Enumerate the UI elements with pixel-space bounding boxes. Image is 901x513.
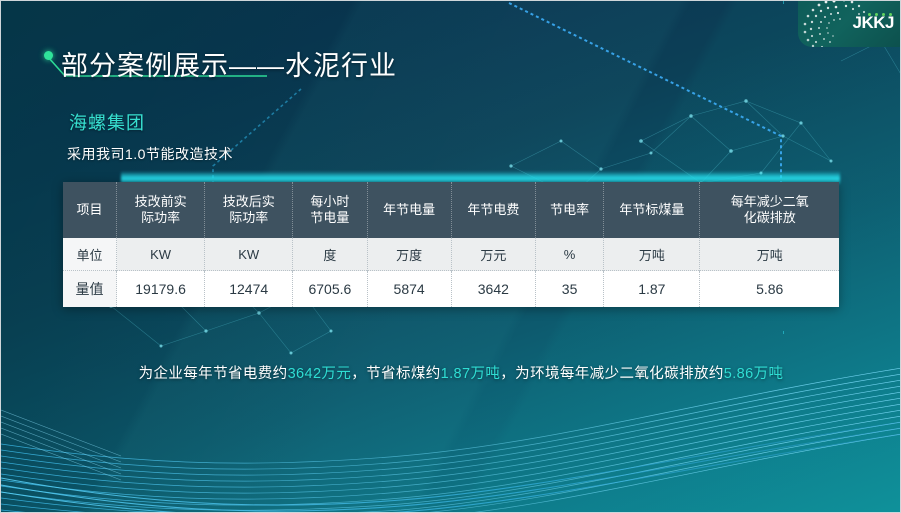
table-row: 单位 KW KW 度 万度 万元 % 万吨 万吨 bbox=[63, 238, 839, 271]
table-header-cell: 项目 bbox=[63, 182, 118, 238]
header-line: 际功率 bbox=[229, 210, 269, 225]
summary-statement: 为企业每年节省电费约3642万元，节省标煤约1.87万吨，为环境每年减少二氧化碳… bbox=[71, 362, 851, 383]
table-header-cell: 年节标煤量 bbox=[603, 182, 701, 238]
logo-accent-dots bbox=[868, 13, 892, 16]
row-label: 量值 bbox=[63, 270, 118, 307]
summary-text-part-3: ，为环境每年减少二氧化碳排放约 bbox=[500, 366, 724, 382]
table-header-row: 项目 技改前实 际功率 技改后实 际功率 每小时 节电量 bbox=[63, 182, 839, 238]
table-header-row-group: 项目 技改前实 际功率 技改后实 际功率 每小时 节电量 bbox=[63, 182, 839, 238]
company-name: 海螺集团 bbox=[69, 113, 145, 133]
header-line: 际功率 bbox=[141, 210, 181, 225]
table-cell: KW bbox=[204, 238, 294, 271]
header-line: 年节电量 bbox=[383, 201, 436, 217]
header-line: 项目 bbox=[76, 201, 103, 217]
table-body: 单位 KW KW 度 万度 万元 % 万吨 万吨 量值 19179.6 1247… bbox=[63, 238, 839, 307]
header-line: 年节标煤量 bbox=[619, 201, 685, 217]
summary-value-electricity-cost: 3642万元 bbox=[287, 366, 352, 382]
header-line: 技改后实 bbox=[222, 193, 275, 209]
table-cell: 1.87 bbox=[603, 270, 701, 307]
table-cell: 3642 bbox=[451, 270, 536, 307]
table-cell: 万吨 bbox=[699, 238, 839, 271]
summary-text-part-1: 为企业每年节省电费约 bbox=[138, 366, 288, 382]
page-title: 部分案例展示——水泥行业 bbox=[61, 51, 397, 81]
row-label: 单位 bbox=[63, 238, 118, 271]
header-line: 节电率 bbox=[550, 201, 590, 217]
vertical-dotted-guide-right-lower bbox=[783, 331, 784, 512]
logo-wordmark: JKKJ bbox=[852, 13, 895, 32]
table-header-cell: 节电率 bbox=[535, 182, 605, 238]
header-line: 技改前实 bbox=[134, 193, 187, 209]
summary-text-part-2: ，节省标煤约 bbox=[351, 366, 441, 382]
brand-logo: JKKJ bbox=[798, 1, 900, 47]
title-underline-decoration bbox=[47, 56, 267, 77]
table-cell: 万元 bbox=[451, 238, 536, 271]
table-header-cell: 年节电费 bbox=[451, 182, 536, 238]
title-bullet-dot bbox=[44, 51, 53, 60]
results-table: 项目 技改前实 际功率 技改后实 际功率 每小时 节电量 bbox=[63, 182, 839, 307]
header-line: 每小时 bbox=[310, 193, 350, 209]
table-cell: 12474 bbox=[204, 270, 294, 307]
header-line: 年节电费 bbox=[467, 201, 520, 217]
table-header-cell: 每小时 节电量 bbox=[292, 182, 368, 238]
table-header-cell: 技改后实 际功率 bbox=[204, 182, 294, 238]
table-row: 量值 19179.6 12474 6705.6 5874 3642 35 1.8… bbox=[63, 270, 839, 307]
table-cell: 5874 bbox=[367, 270, 452, 307]
table-cell: 35 bbox=[535, 270, 605, 307]
table-header-cell: 技改前实 际功率 bbox=[116, 182, 206, 238]
table-cell: 5.86 bbox=[699, 270, 839, 307]
table-header-cell: 年节电量 bbox=[367, 182, 452, 238]
table-cell: 度 bbox=[292, 238, 368, 271]
header-line: 每年减少二氧 bbox=[730, 193, 809, 209]
header-line: 节电量 bbox=[310, 210, 350, 225]
table-header-cell: 每年减少二氧 化碳排放 bbox=[699, 182, 839, 238]
summary-value-standard-coal: 1.87万吨 bbox=[440, 366, 501, 382]
results-table-container: 项目 技改前实 际功率 技改后实 际功率 每小时 节电量 bbox=[63, 182, 839, 307]
logo-swirl-icon bbox=[803, 1, 866, 47]
table-cell: 6705.6 bbox=[292, 270, 368, 307]
table-cell: % bbox=[535, 238, 605, 271]
summary-value-co2-reduction: 5.86万吨 bbox=[723, 366, 784, 382]
table-cell: 万度 bbox=[367, 238, 452, 271]
table-cell: 万吨 bbox=[603, 238, 701, 271]
table-cell: 19179.6 bbox=[116, 270, 206, 307]
table-cell: KW bbox=[116, 238, 206, 271]
method-description: 采用我司1.0节能改造技术 bbox=[67, 146, 233, 162]
header-line: 化碳排放 bbox=[743, 210, 796, 225]
